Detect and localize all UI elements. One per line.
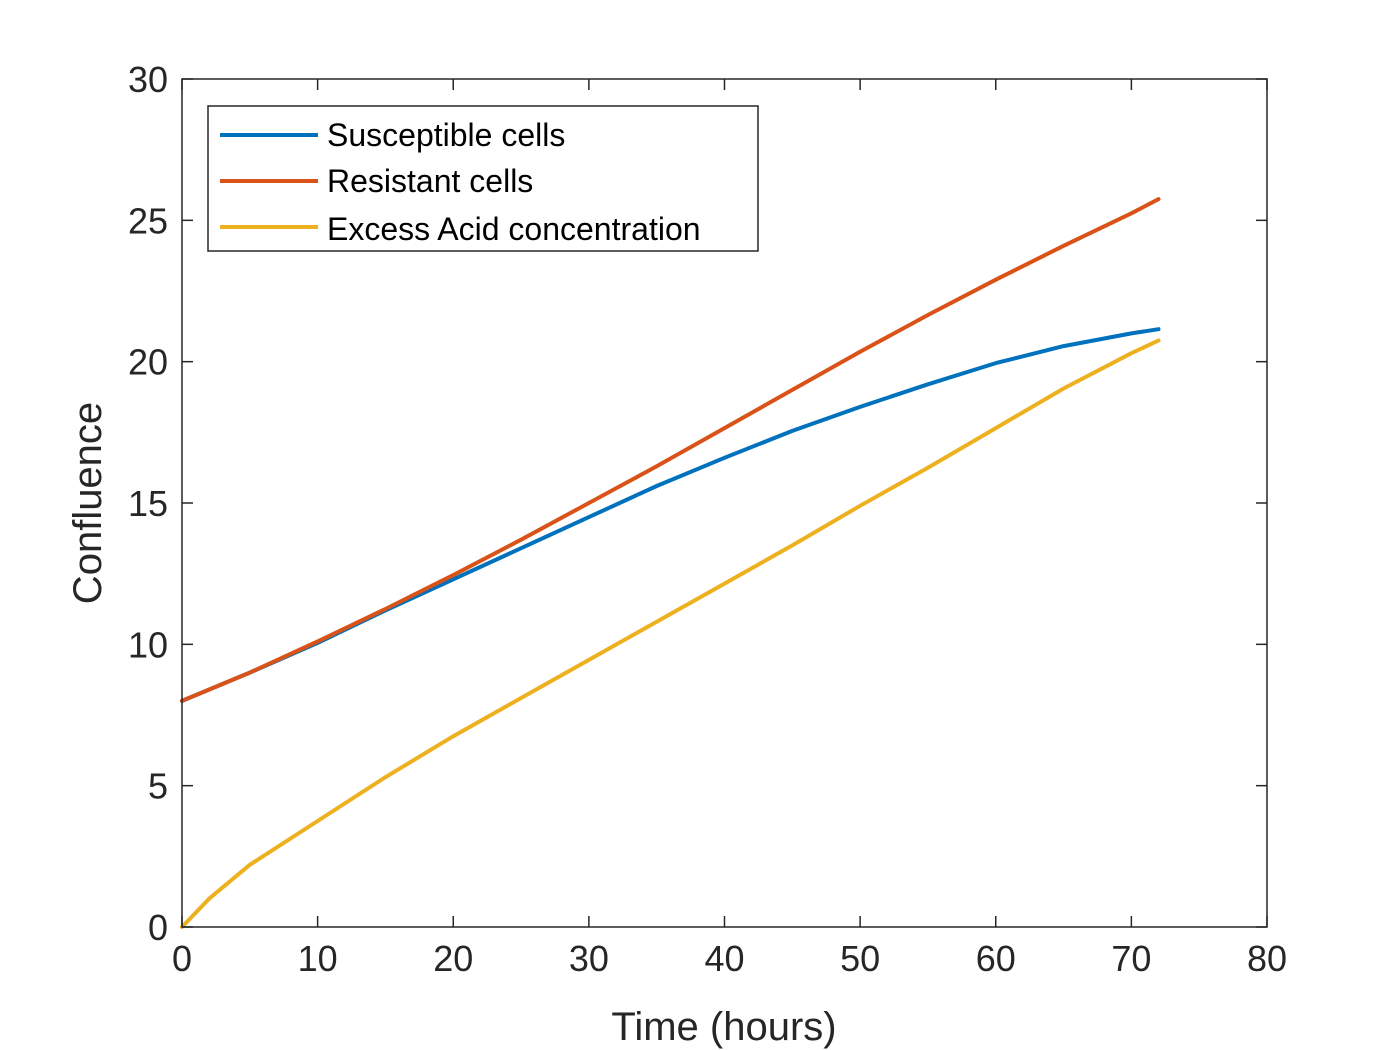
series-line-1 bbox=[180, 197, 1161, 703]
x-tick-label: 60 bbox=[976, 938, 1016, 979]
ticks-layer: 0 10 20 30 40 50 60 70 80 0 5 10 15 20 25 30 bbox=[128, 59, 1287, 979]
y-axis-label: Confluence bbox=[66, 402, 110, 604]
legend: Susceptible cells Resistant cells Excess… bbox=[207, 105, 759, 252]
x-tick-label: 10 bbox=[298, 938, 338, 979]
x-axis-label: Time (hours) bbox=[611, 1005, 836, 1049]
series-layer bbox=[180, 197, 1161, 929]
x-tick-label: 40 bbox=[704, 938, 744, 979]
y-tick-label: 30 bbox=[128, 59, 168, 100]
legend-label-susceptible: Susceptible cells bbox=[327, 117, 565, 153]
x-tick-label: 30 bbox=[569, 938, 609, 979]
legend-label-resistant: Resistant cells bbox=[327, 163, 533, 199]
y-tick-label: 25 bbox=[128, 200, 168, 241]
x-tick-label: 50 bbox=[840, 938, 880, 979]
x-tick-label: 0 bbox=[172, 938, 192, 979]
y-tick-label: 20 bbox=[128, 342, 168, 383]
y-tick-label: 15 bbox=[128, 483, 168, 524]
y-tick-label: 10 bbox=[128, 624, 168, 665]
x-tick-label: 20 bbox=[433, 938, 473, 979]
y-tick-label: 5 bbox=[148, 766, 168, 807]
legend-label-acid: Excess Acid concentration bbox=[327, 211, 701, 247]
series-line-2 bbox=[180, 338, 1161, 929]
x-tick-label: 80 bbox=[1247, 938, 1287, 979]
x-tick-label: 70 bbox=[1111, 938, 1151, 979]
y-tick-label: 0 bbox=[148, 907, 168, 948]
